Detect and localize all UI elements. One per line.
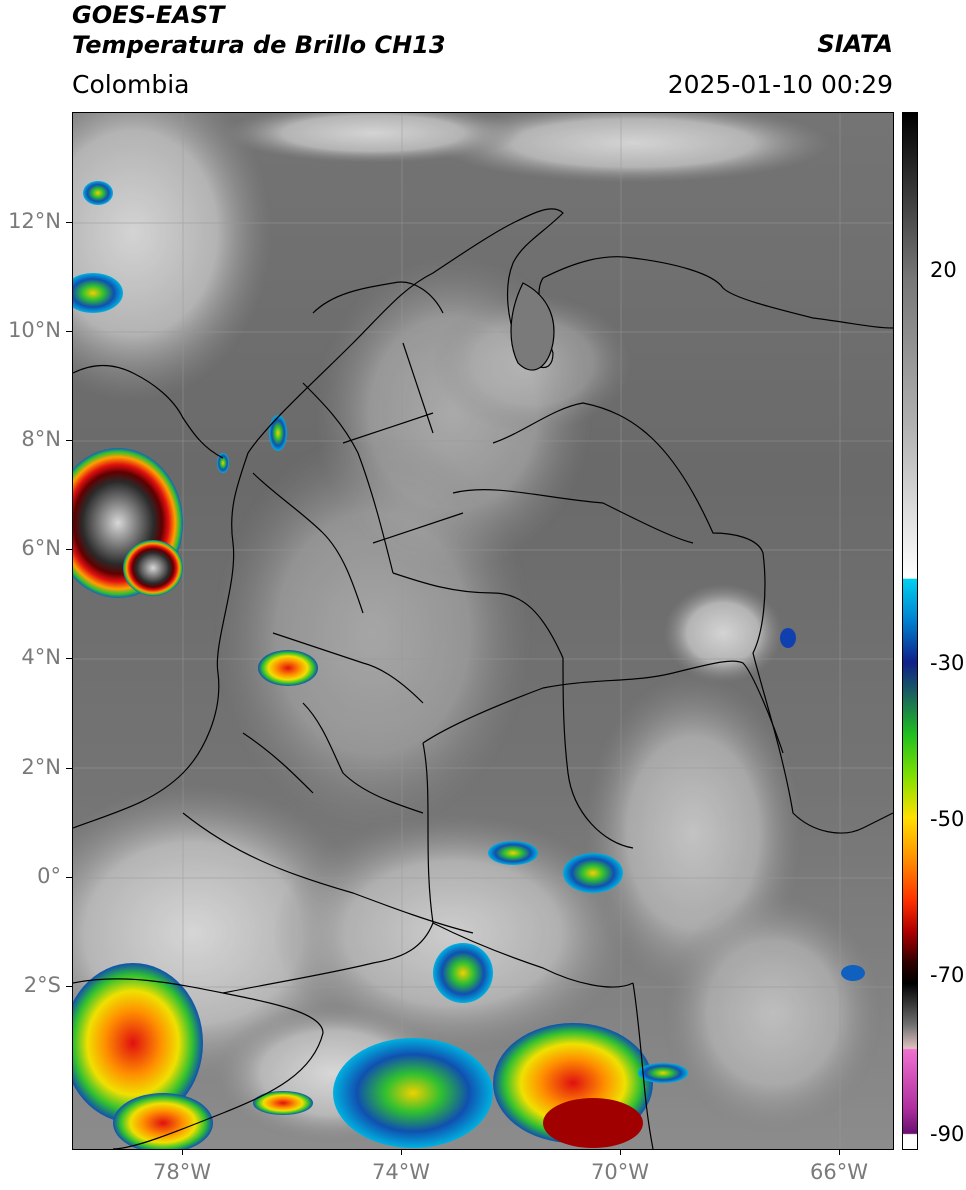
region-label: Colombia	[72, 70, 190, 99]
cloud-layer	[73, 113, 883, 1143]
lat-label-2s: 2°S	[23, 973, 61, 997]
title-line-product: Temperatura de Brillo CH13	[72, 31, 446, 59]
lon-tick	[620, 1149, 621, 1155]
lat-tick	[66, 440, 72, 441]
lat-tick	[66, 877, 72, 878]
lat-label-10n: 10°N	[8, 318, 61, 342]
country-borders	[73, 208, 893, 1149]
lat-label-4n: 4°N	[21, 645, 61, 669]
lat-label-12n: 12°N	[8, 209, 61, 233]
lon-label-78w: 78°W	[153, 1160, 211, 1184]
colorbar-label-minus50: -50	[930, 807, 965, 831]
convective-cells	[73, 181, 865, 1149]
map-canvas	[73, 113, 893, 1149]
lat-label-0: 0°	[37, 864, 61, 888]
colorbar-label-20: 20	[930, 258, 957, 282]
colorbar-label-minus70: -70	[930, 963, 965, 987]
title-line-satellite: GOES-EAST	[72, 1, 225, 29]
colorbar-label-minus90: -90	[930, 1122, 965, 1146]
colorbar-fill	[903, 113, 917, 1149]
lon-label-70w: 70°W	[591, 1160, 649, 1184]
colorbar-label-minus30: -30	[930, 651, 965, 675]
lat-tick	[66, 658, 72, 659]
colorbar-gradient	[903, 113, 917, 1149]
lon-tick	[401, 1149, 402, 1155]
lat-tick	[66, 331, 72, 332]
lat-tick	[66, 768, 72, 769]
lat-tick	[66, 549, 72, 550]
lat-tick	[66, 986, 72, 987]
lat-label-2n: 2°N	[21, 755, 61, 779]
lon-tick	[182, 1149, 183, 1155]
lon-label-66w: 66°W	[810, 1160, 868, 1184]
timestamp-label: 2025-01-10 00:29	[667, 70, 893, 99]
organization-label: SIATA	[817, 30, 893, 58]
satellite-map[interactable]	[72, 112, 894, 1150]
temperature-colorbar	[902, 112, 918, 1150]
lat-label-6n: 6°N	[21, 536, 61, 560]
lon-tick	[839, 1149, 840, 1155]
lake-outline	[510, 282, 555, 371]
lon-label-74w: 74°W	[372, 1160, 430, 1184]
lat-tick	[66, 222, 72, 223]
map-title: GOES-EAST Temperatura de Brillo CH13	[72, 0, 446, 60]
lat-label-8n: 8°N	[21, 427, 61, 451]
